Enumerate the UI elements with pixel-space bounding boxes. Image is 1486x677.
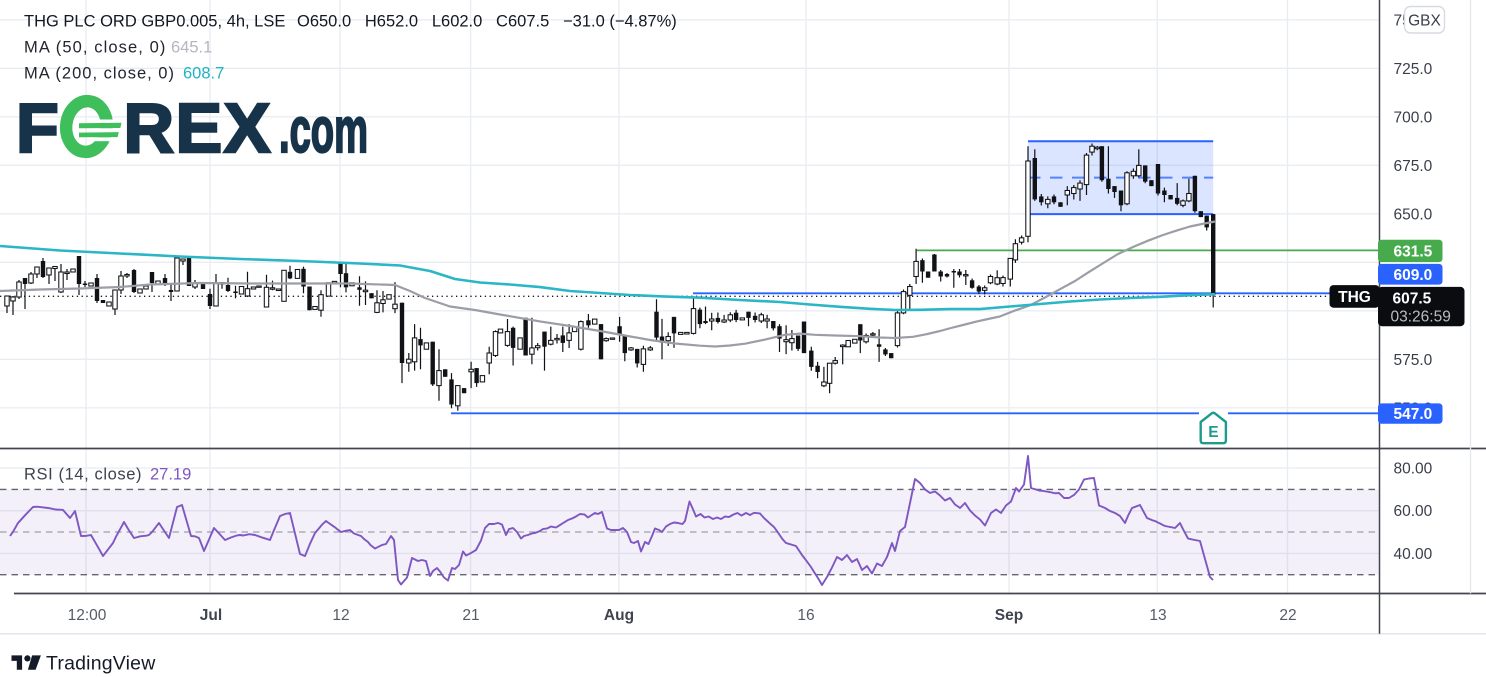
svg-text:REX: REX <box>124 89 272 167</box>
svg-text:645.1: 645.1 <box>171 39 212 57</box>
svg-text:O650.0 H652.0 L602.0 C60: O650.0 H652.0 L602.0 C607.5 −31.0 (−4.87… <box>297 13 677 31</box>
svg-text:MA (50, close, 0): MA (50, close, 0) <box>24 39 167 57</box>
svg-text:16: 16 <box>797 607 814 624</box>
svg-text:608.7: 608.7 <box>183 65 224 83</box>
svg-text:12: 12 <box>332 607 349 624</box>
svg-text:575.0: 575.0 <box>1394 352 1433 369</box>
svg-text:80.00: 80.00 <box>1394 461 1433 478</box>
svg-text:.com: .com <box>279 94 368 166</box>
svg-text:547.0: 547.0 <box>1394 406 1433 423</box>
svg-text:700.0: 700.0 <box>1394 109 1433 126</box>
svg-text:675.0: 675.0 <box>1394 158 1433 175</box>
svg-text:E: E <box>1208 424 1218 441</box>
svg-text:22: 22 <box>1279 607 1296 624</box>
svg-text:Sep: Sep <box>995 607 1023 624</box>
svg-text:MA (200, close, 0): MA (200, close, 0) <box>24 65 175 83</box>
svg-text:607.5: 607.5 <box>1393 290 1432 307</box>
svg-text:13: 13 <box>1149 607 1166 624</box>
svg-text:RSI (14, close): RSI (14, close) <box>24 465 142 483</box>
svg-text:40.00: 40.00 <box>1394 546 1433 563</box>
svg-text:725.0: 725.0 <box>1394 61 1433 78</box>
svg-text:Jul: Jul <box>200 607 222 624</box>
svg-text:60.00: 60.00 <box>1394 503 1433 520</box>
svg-text:12:00: 12:00 <box>68 607 107 624</box>
svg-text:F: F <box>16 89 61 167</box>
svg-text:27.19: 27.19 <box>150 465 191 483</box>
svg-text:GBX: GBX <box>1408 13 1441 30</box>
svg-text:Aug: Aug <box>604 607 634 624</box>
svg-text:THG: THG <box>1338 289 1371 306</box>
svg-text:631.5: 631.5 <box>1394 243 1433 260</box>
svg-text:THG PLC ORD GBP0.005, 4h, LSE: THG PLC ORD GBP0.005, 4h, LSE <box>24 13 285 31</box>
svg-text:21: 21 <box>462 607 479 624</box>
svg-text:03:26:59: 03:26:59 <box>1391 308 1451 325</box>
svg-text:609.0: 609.0 <box>1394 267 1433 284</box>
svg-text:TradingView: TradingView <box>46 652 156 674</box>
svg-text:650.0: 650.0 <box>1394 206 1433 223</box>
